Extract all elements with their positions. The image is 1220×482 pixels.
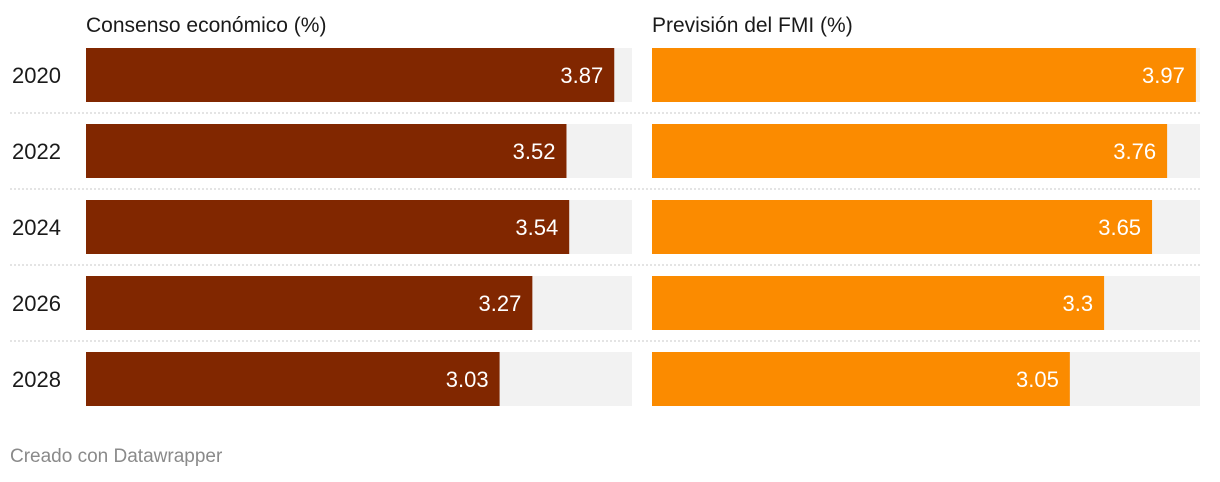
data-label: 3.54 [515,215,558,240]
data-label: 3.76 [1113,139,1156,164]
footer-credit: Creado con Datawrapper [10,446,223,467]
category-label: 2028 [12,367,61,392]
bar [86,352,500,406]
panel-title: Consenso económico (%) [86,14,326,37]
category-label: 2024 [12,215,61,240]
bar [652,352,1070,406]
bar [652,124,1168,178]
bar [86,124,567,178]
data-label: 3.3 [1063,291,1094,316]
category-label: 2020 [12,63,61,88]
data-label: 3.97 [1142,63,1185,88]
bar [652,200,1153,254]
data-label: 3.05 [1016,367,1059,392]
bar [652,276,1105,330]
category-label: 2022 [12,139,61,164]
data-label: 3.52 [513,139,556,164]
data-label: 3.65 [1098,215,1141,240]
category-label: 2026 [12,291,61,316]
bar-chart: Consenso económico (%) 3.87 3.52 3.54 3.27 3.… [10,14,1200,406]
data-label: 3.87 [560,63,603,88]
bar [86,48,615,102]
bar [86,200,570,254]
panel-title: Previsión del FMI (%) [652,14,853,37]
bar [652,48,1196,102]
bar [86,276,533,330]
data-label: 3.03 [446,367,489,392]
data-label: 3.27 [479,291,522,316]
